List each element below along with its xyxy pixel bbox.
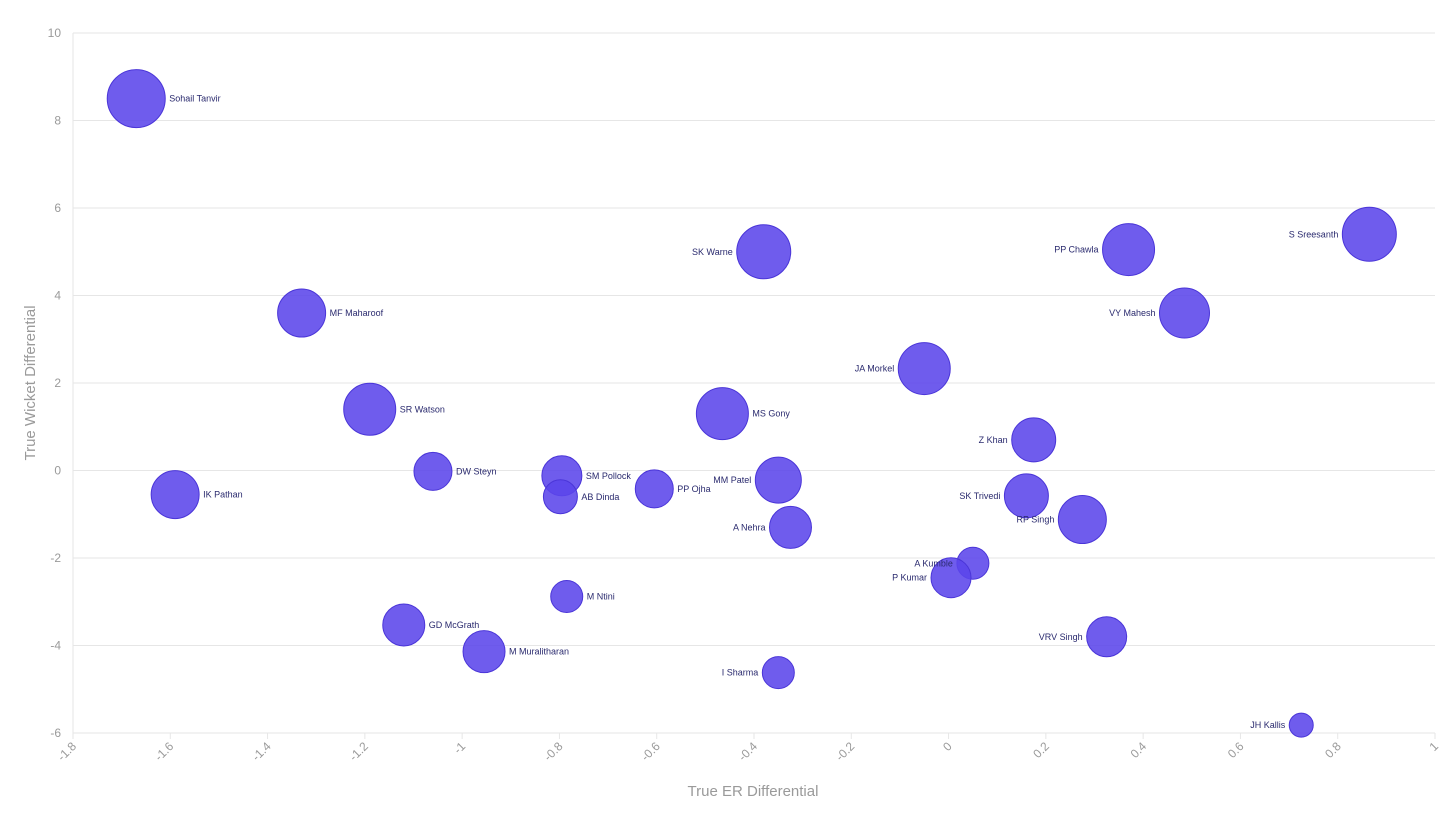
x-axis-ticks: -1.8 -1.6 -1.4 -1.2 -1 -0.8 -0.6 -0.4 -0.2 0 0.2 0.… [55, 739, 1442, 764]
y-tick-label: 4 [54, 289, 61, 303]
x-tick-label: -1.2 [346, 739, 371, 764]
bubble-point[interactable] [150, 470, 200, 520]
x-tick-label: -0.2 [833, 739, 858, 764]
point-label: M Ntini [587, 592, 615, 602]
grid-layer [72, 32, 1436, 739]
x-tick-label: -1 [451, 739, 469, 757]
y-tick-label: -4 [50, 639, 61, 653]
x-tick-label: 0.4 [1128, 739, 1150, 761]
bubble-point[interactable] [930, 557, 972, 599]
x-tick-label: 1 [1426, 739, 1441, 754]
point-label: GD McGrath [429, 620, 480, 630]
bubble-point[interactable] [1057, 495, 1107, 544]
bubble-point[interactable] [1003, 473, 1049, 519]
point-label: I Sharma [722, 668, 759, 678]
bubble-point[interactable] [550, 580, 584, 613]
y-tick-label: 6 [54, 201, 61, 215]
x-tick-label: -1.8 [55, 739, 80, 764]
x-axis-title: True ER Differential [688, 783, 819, 800]
point-label: AB Dinda [581, 492, 619, 502]
bubble-point[interactable] [1086, 616, 1128, 658]
bubble-layer [106, 69, 1397, 738]
point-label: PP Chawla [1054, 245, 1098, 255]
bubble-point[interactable] [542, 479, 578, 515]
point-label: JH Kallis [1250, 720, 1286, 730]
bubble-point[interactable] [768, 505, 812, 549]
point-label: PP Ojha [677, 484, 710, 494]
point-label: Sohail Tanvir [169, 94, 220, 104]
bubble-point[interactable] [695, 387, 749, 441]
point-label: A Kumble [914, 558, 953, 568]
point-label: RP Singh [1016, 515, 1054, 525]
x-tick-label: -0.6 [638, 739, 663, 764]
y-tick-label: 10 [48, 26, 62, 40]
bubble-point[interactable] [106, 69, 166, 129]
bubble-point[interactable] [382, 603, 426, 647]
x-tick-label: 0.2 [1030, 739, 1052, 761]
bubble-point[interactable] [754, 456, 802, 504]
point-label: JA Morkel [855, 364, 895, 374]
point-label: MM Patel [713, 475, 751, 485]
y-tick-label: 0 [54, 464, 61, 478]
bubble-point[interactable] [413, 451, 453, 491]
bubble-point[interactable] [462, 630, 506, 674]
x-tick-label: -1.4 [249, 739, 274, 764]
point-label: DW Steyn [456, 466, 497, 476]
y-tick-label: 8 [54, 114, 61, 128]
point-label: VRV Singh [1039, 632, 1083, 642]
point-label: SK Warne [692, 247, 733, 257]
point-label: VY Mahesh [1109, 308, 1155, 318]
y-tick-label: 2 [54, 376, 61, 390]
point-label: SR Watson [400, 404, 445, 414]
bubble-point[interactable] [1011, 417, 1057, 463]
point-label-layer: Sohail Tanvir MF Maharoof SR Watson IK Path… [169, 94, 1338, 731]
y-axis-ticks: -6 -4 -2 0 2 4 6 8 10 [48, 26, 62, 740]
bubble-point[interactable] [897, 342, 951, 396]
x-tick-label: -0.8 [541, 739, 566, 764]
bubble-point[interactable] [736, 224, 792, 280]
point-label: Z Khan [979, 435, 1008, 445]
bubble-point[interactable] [634, 469, 674, 509]
bubble-point[interactable] [1158, 287, 1210, 339]
point-label: SK Trivedi [959, 491, 1000, 501]
bubble-point[interactable] [343, 382, 397, 436]
point-label: M Muralitharan [509, 647, 569, 657]
x-tick-label: 0.8 [1322, 739, 1344, 761]
point-label: SM Pollock [586, 471, 632, 481]
x-tick-label: -0.4 [736, 739, 761, 764]
point-label: S Sreesanth [1289, 229, 1339, 239]
bubble-point[interactable] [277, 288, 327, 338]
point-label: MF Maharoof [330, 308, 384, 318]
bubble-point[interactable] [761, 656, 795, 690]
point-label: MS Gony [752, 409, 790, 419]
bubble-point[interactable] [1102, 223, 1156, 277]
point-label: A Nehra [733, 522, 766, 532]
x-tick-label: 0.6 [1225, 739, 1247, 761]
y-tick-label: -2 [50, 551, 61, 565]
y-tick-label: -6 [50, 726, 61, 740]
bubble-point[interactable] [1341, 206, 1397, 262]
point-label: IK Pathan [203, 490, 243, 500]
y-axis-title: True Wicket Differential [22, 305, 39, 460]
x-tick-label: -1.6 [152, 739, 177, 764]
x-tick-label: 0 [940, 739, 955, 754]
point-label: P Kumar [892, 573, 927, 583]
bubble-point[interactable] [1288, 712, 1314, 738]
